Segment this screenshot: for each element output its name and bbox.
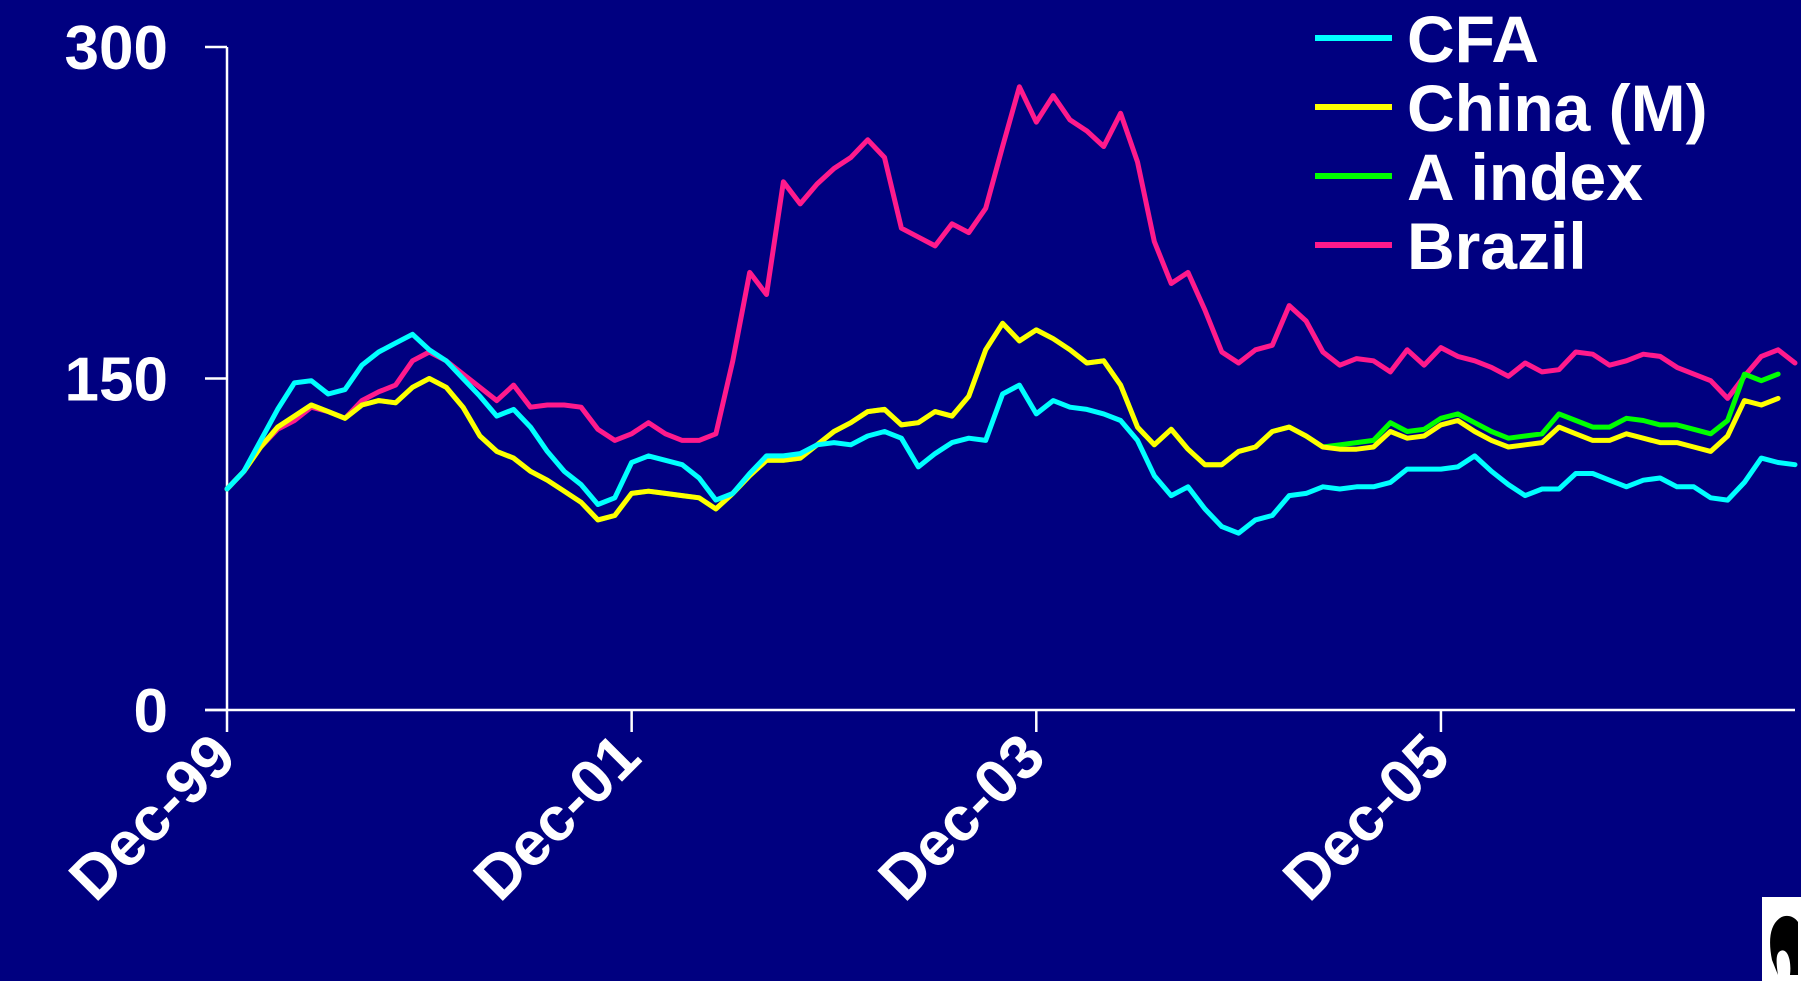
series-line-brazil — [224, 84, 1798, 492]
cotton-logo-icon — [1762, 897, 1801, 981]
y-tick-label: 150 — [65, 346, 168, 415]
x-ticks: Dec-99 Dec-01 Dec-03 Dec-05 — [56, 710, 1463, 914]
y-tick-label: 0 — [134, 677, 168, 746]
series-line-china-m — [224, 320, 1781, 523]
series-line-cfa — [224, 331, 1798, 536]
series-lines — [224, 84, 1798, 536]
legend-label: A index — [1407, 140, 1643, 214]
y-tick-label: 300 — [65, 14, 168, 83]
x-tick-label: Dec-05 — [1270, 721, 1463, 914]
x-tick-label: Dec-01 — [461, 721, 654, 914]
y-ticks: 0 150 300 — [65, 14, 227, 746]
legend-label: China (M) — [1407, 71, 1708, 145]
x-tick-label: Dec-03 — [866, 721, 1059, 914]
x-tick-label: Dec-99 — [56, 721, 249, 914]
legend-label: CFA — [1407, 2, 1539, 76]
legend-label: Brazil — [1407, 209, 1587, 283]
